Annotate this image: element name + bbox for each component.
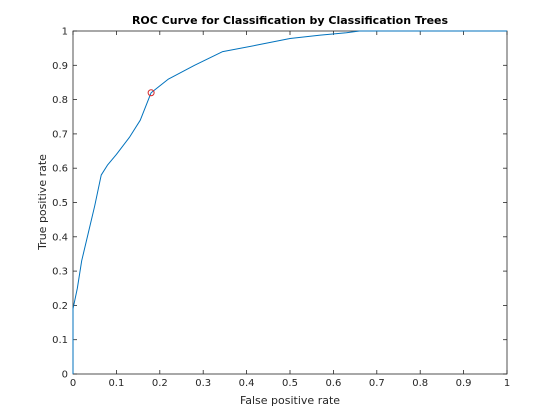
y-tick-label: 0.5 bbox=[52, 198, 68, 209]
x-tick-label: 1 bbox=[504, 378, 510, 389]
y-tick-label: 1 bbox=[62, 27, 68, 38]
x-axis-label: False positive rate bbox=[240, 394, 340, 407]
plot-area bbox=[72, 30, 508, 375]
x-tick-label: 0.4 bbox=[239, 378, 255, 389]
x-tick-label: 0.6 bbox=[325, 378, 341, 389]
y-tick-label: 0.3 bbox=[52, 267, 68, 278]
y-tick-label: 0.2 bbox=[52, 301, 68, 312]
y-tick-label: 0.4 bbox=[52, 232, 68, 243]
x-tick-label: 0.5 bbox=[282, 378, 298, 389]
axis-ticks: 0 0.1 0.2 0.3 0.4 0.5 0.6 0.7 0.8 0.9 1 0 0.1 0.2 0.3 0… bbox=[52, 27, 510, 390]
y-tick-label: 0 bbox=[62, 370, 68, 381]
chart-title: ROC Curve for Classification by Classifi… bbox=[132, 14, 449, 27]
y-tick-label: 0.7 bbox=[52, 129, 68, 140]
x-tick-label: 0.1 bbox=[108, 378, 124, 389]
y-axis-label: True positive rate bbox=[36, 154, 49, 251]
x-tick-label: 0.7 bbox=[369, 378, 385, 389]
operating-point-marker bbox=[147, 89, 155, 97]
y-tick-label: 0.6 bbox=[52, 164, 68, 175]
x-tick-label: 0 bbox=[70, 378, 76, 389]
y-tick-label: 0.9 bbox=[52, 61, 68, 72]
x-tick-label: 0.2 bbox=[152, 378, 168, 389]
x-tick-label: 0.8 bbox=[412, 378, 428, 389]
y-tick-label: 0.8 bbox=[52, 95, 68, 106]
series-group bbox=[72, 30, 507, 374]
roc-curve-line bbox=[72, 30, 507, 374]
x-tick-label: 0.9 bbox=[456, 378, 472, 389]
x-tick-label: 0.3 bbox=[195, 378, 211, 389]
marker-group bbox=[147, 89, 155, 97]
y-tick-label: 0.1 bbox=[52, 335, 68, 346]
